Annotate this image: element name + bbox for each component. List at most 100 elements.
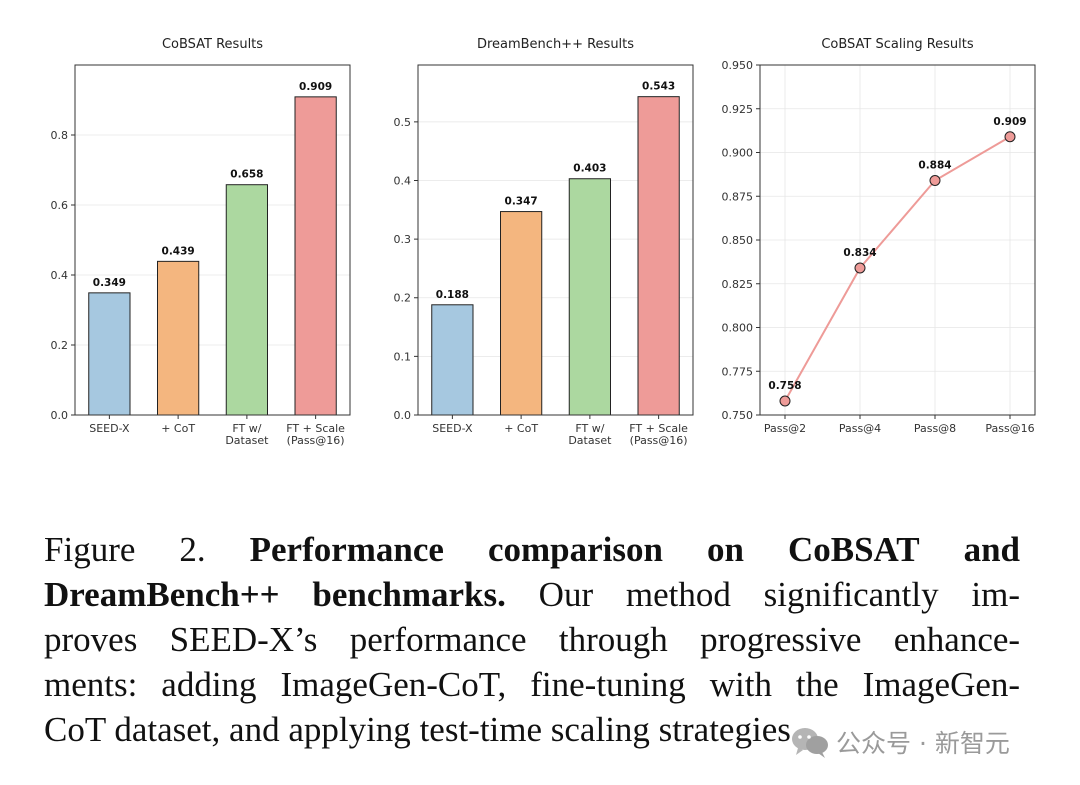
bar bbox=[568, 178, 611, 416]
wechat-icon bbox=[792, 728, 828, 758]
data-label: 0.884 bbox=[918, 160, 951, 172]
caption-word: ImageGen- bbox=[862, 665, 1021, 704]
caption-word: and bbox=[963, 530, 1020, 569]
caption-word: ments: bbox=[44, 665, 138, 704]
y-tick-label: 0.5 bbox=[394, 116, 412, 129]
chart-title: CoBSAT Scaling Results bbox=[821, 37, 974, 52]
y-tick-label: 0.875 bbox=[722, 190, 754, 203]
x-tick-label-line: Pass@4 bbox=[839, 422, 881, 435]
caption-word: CoT bbox=[44, 710, 106, 749]
caption-word: SEED-X’s bbox=[169, 620, 318, 659]
x-tick-label-line: + CoT bbox=[161, 422, 195, 435]
bar bbox=[88, 292, 131, 416]
x-tick-label: FT w/Dataset bbox=[568, 422, 612, 447]
y-tick-label: 0.800 bbox=[722, 322, 754, 335]
caption-line: Figure 2. Performance comparison on CoBS… bbox=[44, 527, 1020, 572]
y-tick-label: 0.8 bbox=[51, 129, 69, 142]
data-point bbox=[1004, 131, 1016, 143]
data-label: 0.543 bbox=[642, 81, 675, 93]
x-tick-label-line: FT + Scale bbox=[629, 422, 688, 435]
x-tick-label-line: SEED-X bbox=[89, 422, 130, 435]
watermark: 公众号 · 新智元 bbox=[790, 724, 1010, 760]
caption-word: Figure bbox=[44, 530, 136, 569]
chart-2: DreamBench++ Results 0.188 0.347 0.403 0.543… bbox=[394, 37, 694, 447]
y-tick-label: 0.925 bbox=[722, 103, 754, 116]
bar bbox=[157, 260, 200, 416]
data-point bbox=[929, 175, 941, 186]
caption-word: DreamBench++ bbox=[44, 575, 280, 614]
x-tick-label: Pass@2 bbox=[764, 422, 806, 435]
x-tick-label-line: Dataset bbox=[568, 434, 612, 447]
x-tick-label-line: (Pass@16) bbox=[287, 434, 345, 447]
caption-line: CoT dataset, and applying test-time scal… bbox=[44, 707, 1020, 752]
x-tick-label: + CoT bbox=[504, 422, 538, 435]
data-label: 0.909 bbox=[299, 81, 332, 93]
caption-word: 2. bbox=[179, 530, 206, 569]
y-tick-label: 0.2 bbox=[394, 292, 412, 305]
x-tick-label-line: FT w/ bbox=[232, 422, 261, 435]
chart-3: CoBSAT Scaling Results 0.758 0.834 0.884 0.9… bbox=[722, 37, 1036, 435]
caption-word: applying bbox=[288, 710, 411, 749]
data-point bbox=[854, 262, 866, 274]
data-label: 0.188 bbox=[436, 289, 469, 301]
x-tick-label: Pass@4 bbox=[839, 422, 881, 435]
figure-caption: Figure 2. Performance comparison on CoBS… bbox=[44, 527, 1020, 752]
caption-line: DreamBench++ benchmarks. Our method sign… bbox=[44, 572, 1020, 617]
chart-1: CoBSAT Results 0.349 0.439 0.658 0.909 0.0 0.2… bbox=[51, 37, 351, 447]
x-tick-label-line: FT + Scale bbox=[286, 422, 345, 435]
figure-charts: CoBSAT Results 0.349 0.439 0.658 0.909 0.0 0.2… bbox=[51, 37, 1036, 447]
x-tick-label-line: Pass@8 bbox=[914, 422, 956, 435]
caption-word: test-time bbox=[419, 710, 543, 749]
bar bbox=[637, 96, 680, 416]
series-line bbox=[784, 135, 1011, 402]
data-label: 0.349 bbox=[93, 277, 126, 289]
caption-word: dataset, bbox=[114, 710, 221, 749]
x-tick-label-line: Pass@16 bbox=[985, 422, 1034, 435]
caption-word: proves bbox=[44, 620, 138, 659]
bar bbox=[225, 184, 268, 416]
x-tick-label-line: Pass@2 bbox=[764, 422, 806, 435]
chart-title: DreamBench++ Results bbox=[477, 37, 634, 52]
data-point bbox=[779, 395, 791, 407]
caption-word: strategies. bbox=[658, 710, 800, 749]
caption-word: CoBSAT bbox=[787, 530, 920, 569]
y-tick-label: 0.950 bbox=[722, 59, 754, 72]
caption-word: and bbox=[229, 710, 280, 749]
y-tick-label: 0.4 bbox=[51, 269, 69, 282]
x-tick-label-line: + CoT bbox=[504, 422, 538, 435]
caption-word: comparison bbox=[487, 530, 663, 569]
caption-line: proves SEED-X’s performance through prog… bbox=[44, 617, 1020, 662]
x-tick-label-line: Dataset bbox=[225, 434, 269, 447]
caption-word: fine-tuning bbox=[530, 665, 686, 704]
caption-word: the bbox=[795, 665, 839, 704]
y-tick-label: 0.775 bbox=[722, 365, 754, 378]
x-tick-label: FT + Scale (Pass@16) bbox=[286, 422, 345, 447]
bar bbox=[431, 304, 474, 416]
plot-frame bbox=[74, 64, 351, 416]
x-tick-label: SEED-X bbox=[89, 422, 130, 435]
caption-word: im- bbox=[971, 575, 1021, 614]
data-label: 0.758 bbox=[768, 380, 801, 392]
data-label: 0.834 bbox=[843, 247, 876, 259]
x-tick-label: + CoT bbox=[161, 422, 195, 435]
caption-word: method bbox=[625, 575, 731, 614]
caption-word: on bbox=[706, 530, 744, 569]
plot-frame bbox=[417, 64, 694, 416]
data-label: 0.347 bbox=[505, 196, 538, 208]
bar bbox=[500, 211, 543, 416]
caption-word: with bbox=[709, 665, 772, 704]
caption-word: progressive bbox=[700, 620, 862, 659]
y-tick-label: 0.1 bbox=[394, 350, 412, 363]
caption-word: adding bbox=[161, 665, 257, 704]
caption-line: ments: adding ImageGen-CoT, fine-tuning … bbox=[44, 662, 1020, 707]
caption-word: enhance- bbox=[893, 620, 1021, 659]
data-label: 0.658 bbox=[230, 169, 263, 181]
x-tick-label: Pass@16 bbox=[985, 422, 1034, 435]
watermark-text: 公众号 · 新智元 bbox=[836, 729, 1010, 758]
y-tick-label: 0.825 bbox=[722, 278, 754, 291]
y-tick-label: 0.850 bbox=[722, 234, 754, 247]
caption-word: Performance bbox=[249, 530, 444, 569]
y-tick-label: 0.750 bbox=[722, 409, 754, 422]
data-label: 0.403 bbox=[573, 163, 606, 175]
x-tick-label-line: FT w/ bbox=[575, 422, 604, 435]
